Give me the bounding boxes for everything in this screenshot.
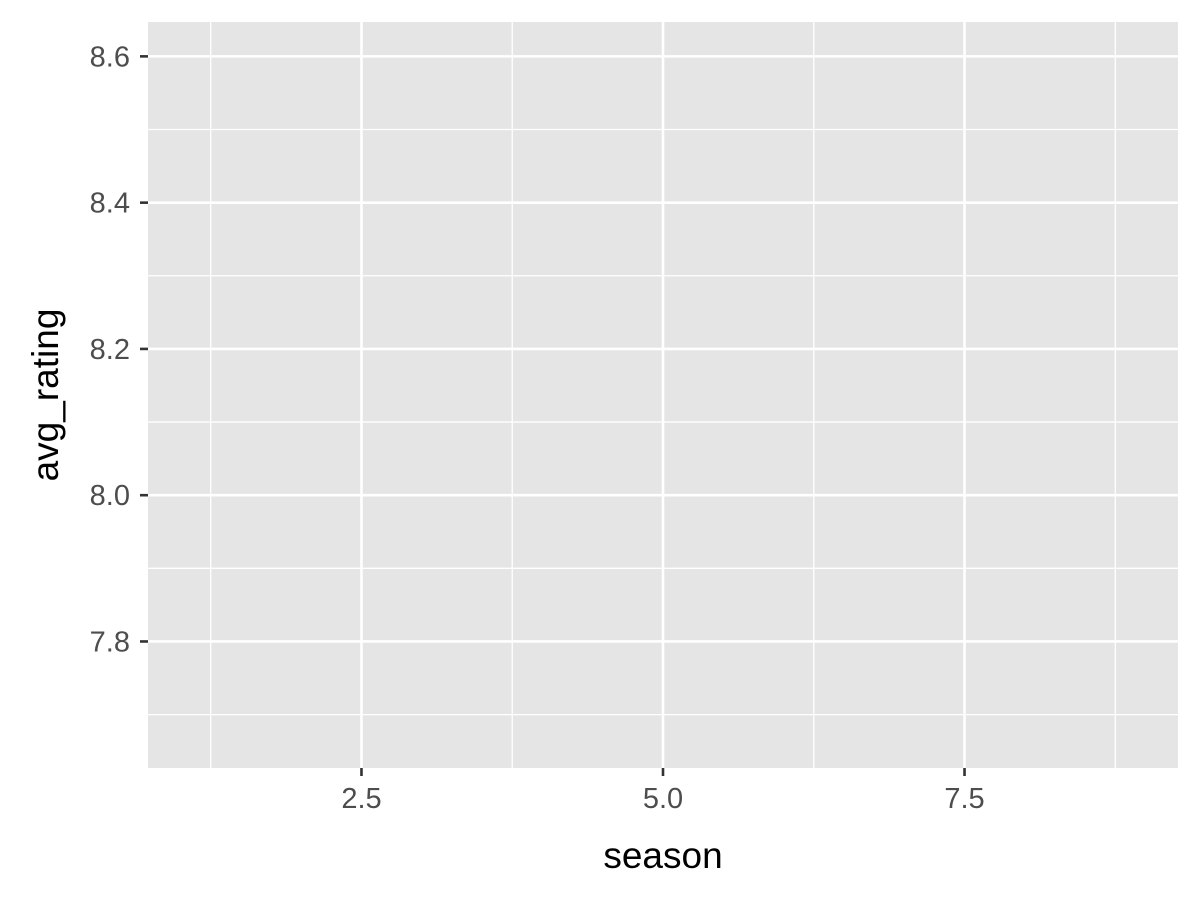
y-axis: 7.8 8.0 8.2 8.4 8.6 <box>90 41 148 658</box>
y-tick-label: 8.6 <box>90 41 130 73</box>
x-tick-label: 2.5 <box>341 783 381 815</box>
y-tick-label: 8.4 <box>90 188 130 220</box>
x-tick-label: 5.0 <box>643 783 683 815</box>
x-axis-title: season <box>603 835 722 876</box>
x-axis: 2.5 5.0 7.5 <box>341 768 985 815</box>
y-tick-label: 8.2 <box>90 334 130 366</box>
major-grid <box>148 22 1178 768</box>
y-tick-label: 7.8 <box>90 626 130 658</box>
y-tick-label: 8.0 <box>90 480 130 512</box>
y-axis-title: avg_rating <box>25 309 66 482</box>
x-tick-label: 7.5 <box>944 783 984 815</box>
